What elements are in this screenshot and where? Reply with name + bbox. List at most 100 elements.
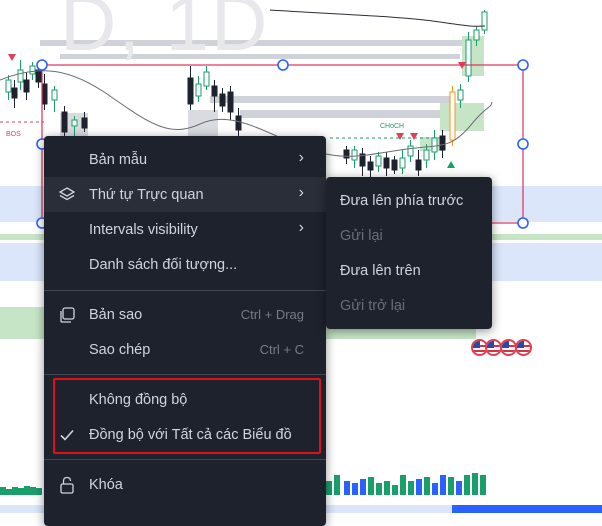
menu-item-clone[interactable]: Bản sao Ctrl + Drag [44,297,326,332]
candle [415,159,422,171]
volume-bar [326,481,332,495]
candle [391,159,398,171]
volume-bar [368,477,374,495]
volume-bar [448,477,454,495]
volume-bar [408,481,414,495]
submenu-item-bring-to-front[interactable]: Đưa lên phía trước [326,183,492,218]
candle [11,87,18,99]
chevron-right-icon: › [298,149,304,166]
candle [351,149,358,161]
lock-icon [56,474,78,496]
submenu-item-label: Đưa lên trên [340,262,421,279]
annotation-highlight-box [53,378,321,454]
menu-item-intervals-visibility[interactable]: Intervals visibility › [44,212,326,247]
volume-bar [334,475,340,495]
menu-item-templates[interactable]: Bản mẫu › [44,142,326,177]
layers-icon [56,184,78,206]
bos-label: BOS [6,131,21,138]
candle [219,93,226,107]
candle [81,117,88,129]
submenu-item-send-backward: Gửi lại [326,218,492,253]
candle [71,119,78,127]
volume-bar [12,487,18,495]
submenu-item-label: Gửi trở lại [340,297,406,314]
candle [203,71,210,87]
buy-marker-icon [447,161,455,168]
menu-item-label: Đồng bộ với Tất cả các Biểu đồ [89,426,292,443]
resize-handle [517,217,529,229]
candle [367,161,374,171]
zone-band [60,54,460,59]
candle [449,91,456,141]
volume-bar [384,481,390,495]
candle [375,155,382,167]
resize-handle [517,138,529,150]
volume-bar [480,475,486,495]
volume-bar [24,486,30,495]
candle [5,79,12,93]
visual-order-submenu: Đưa lên phía trước Gửi lại Đưa lên trên … [326,177,492,329]
volume-bar [376,483,382,495]
choch-label: CHoCH [380,123,405,130]
menu-divider [44,459,326,460]
submenu-item-send-to-back: Gửi trở lại [326,288,492,323]
chevron-right-icon: › [298,184,304,201]
candle [17,69,24,83]
menu-item-label: Thứ tự Trực quan [89,186,204,203]
volume-bar [472,473,478,495]
volume-bar [0,487,6,495]
us-flag-icon[interactable] [515,339,532,356]
candle [235,115,242,131]
menu-item-object-tree[interactable]: Danh sách đối tượng... [44,247,326,282]
volume-bar [400,475,406,495]
candle [465,39,472,77]
candle [359,153,366,167]
menu-divider [44,374,326,375]
submenu-item-label: Gửi lại [340,227,383,244]
menu-item-label: Khóa [89,476,123,493]
candle [195,83,202,97]
us-flag-icon[interactable] [485,339,502,356]
candle [473,29,480,41]
submenu-item-bring-forward[interactable]: Đưa lên trên [326,253,492,288]
zone-band [40,40,470,46]
us-flag-icon[interactable] [500,339,517,356]
chevron-right-icon: › [298,219,304,236]
volume-bar [432,483,438,495]
menu-item-lock[interactable]: Khóa [44,467,326,502]
volume-bar [352,483,358,495]
sell-marker-icon [8,54,16,61]
volume-bar [392,485,398,495]
context-menu: Bản mẫu › Thứ tự Trực quan › Intervals v… [44,136,326,526]
menu-item-visual-order[interactable]: Thứ tự Trực quan › [44,177,326,212]
candle [227,91,234,113]
volume-bar [18,488,24,495]
candle [51,89,58,101]
menu-item-label: Sao chép [89,341,151,358]
menu-item-label: Không đồng bộ [89,391,188,408]
volume-bar [456,481,462,495]
symbol-watermark: D, 1D [60,0,270,67]
candle [343,149,350,159]
menu-item-copy[interactable]: Sao chép Ctrl + C [44,332,326,367]
volume-bar [36,488,42,495]
candle [35,69,42,83]
zone-band [210,96,450,103]
submenu-item-label: Đưa lên phía trước [340,192,464,209]
menu-item-label: Intervals visibility [89,221,198,238]
zone-band [240,110,450,118]
resize-handle [36,59,48,71]
zone-band [0,307,44,339]
candle [23,79,30,93]
candle [399,157,406,169]
volume-bar [424,477,430,495]
menu-item-sync-all-charts[interactable]: Đồng bộ với Tất cả các Biểu đồ [44,417,326,452]
shortcut-hint: Ctrl + Drag [240,307,304,322]
volume-bar [464,475,470,495]
clone-icon [56,304,78,326]
resize-handle [277,59,289,71]
menu-item-no-sync[interactable]: Không đồng bộ [44,382,326,417]
menu-divider [44,290,326,291]
resize-handle [517,59,529,71]
candle [383,157,390,169]
